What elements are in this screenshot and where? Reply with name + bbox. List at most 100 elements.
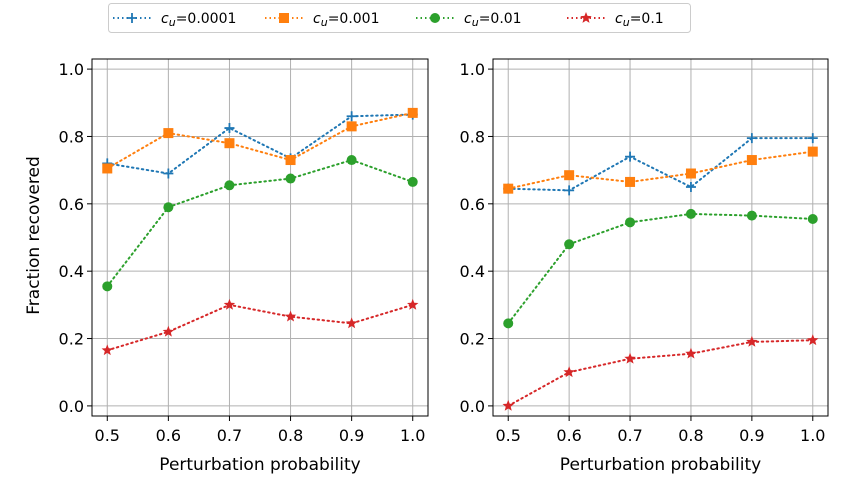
data-point (101, 344, 113, 356)
series-square (102, 107, 418, 174)
data-point (624, 352, 636, 364)
series-plus (102, 109, 418, 179)
x-tick-label: 1.0 (800, 426, 825, 445)
data-point (685, 181, 696, 192)
data-point (162, 325, 175, 337)
data-point (284, 310, 297, 322)
data-point (685, 208, 696, 219)
data-point (163, 128, 174, 139)
y-tick-label: 0.8 (460, 127, 485, 146)
panel-right: 0.0 0.2 0.4 0.6 0.8 1.0 0.5 0.6 0.7 0.8 0.9 1.0 Pert… (460, 58, 829, 475)
x-tick-label: 1.0 (400, 426, 425, 445)
series-line (106, 303, 414, 352)
data-point (685, 347, 697, 359)
x-tick-label: 0.7 (217, 426, 242, 445)
data-point (224, 123, 235, 134)
series-star (502, 334, 819, 411)
legend-marker (127, 13, 137, 23)
data-point (564, 185, 575, 196)
series-line (507, 150, 814, 190)
data-point (224, 180, 235, 191)
legend-entry: cu=0.1 (567, 11, 664, 29)
series-circle (503, 208, 818, 329)
legend-entry: cu=0.01 (416, 11, 522, 29)
data-point (224, 138, 235, 149)
legend: cu=0.0001 cu=0.001 cu=0.01 cu=0.1 (108, 3, 691, 33)
data-point (503, 318, 514, 329)
legend-marker (580, 12, 592, 23)
data-point (503, 183, 514, 194)
panel-left: 0.0 0.2 0.4 0.6 0.8 1.0 0.5 0.6 0.7 0.8 0.9 1.0 Pert… (24, 58, 429, 475)
x-tick-label: 0.5 (496, 426, 521, 445)
legend-frame (108, 3, 691, 33)
plot-frame (91, 58, 429, 417)
y-axis-label: Fraction recovered (24, 156, 44, 314)
data-point (563, 366, 575, 378)
series-line (106, 113, 414, 175)
data-point (163, 202, 174, 213)
x-tick-label: 0.9 (739, 426, 764, 445)
legend-entry: cu=0.001 (265, 11, 380, 29)
x-axis-label: Perturbation probability (159, 455, 360, 475)
series-star (101, 298, 419, 356)
series-line (106, 111, 414, 170)
data-point (564, 170, 575, 181)
series-line (507, 137, 814, 192)
legend-label: cu=0.1 (615, 11, 664, 29)
x-tick-label: 0.8 (678, 426, 703, 445)
series-square (503, 146, 818, 194)
data-point (746, 335, 758, 347)
legend-entry: cu=0.0001 (113, 11, 236, 29)
data-point (346, 121, 357, 132)
data-point (807, 213, 818, 224)
data-point (807, 334, 819, 346)
y-tick-label: 0.6 (460, 195, 485, 214)
x-tick-label: 0.8 (278, 426, 303, 445)
x-tick-label: 0.5 (95, 426, 120, 445)
y-tick-label: 0.0 (59, 397, 84, 416)
y-tick-label: 0.4 (59, 262, 84, 281)
data-point (285, 173, 296, 184)
data-point (407, 107, 418, 118)
data-point (625, 176, 636, 187)
legend-label: cu=0.0001 (161, 11, 236, 29)
data-point (223, 298, 236, 310)
data-point (346, 111, 357, 122)
legend-label: cu=0.01 (464, 11, 522, 29)
data-point (807, 146, 818, 157)
y-tick-label: 0.4 (460, 262, 485, 281)
x-tick-label: 0.6 (156, 426, 181, 445)
data-point (746, 155, 757, 166)
legend-label: cu=0.001 (313, 11, 380, 29)
data-point (746, 210, 757, 221)
data-point (746, 133, 757, 144)
series-line (507, 339, 814, 407)
y-tick-label: 1.0 (460, 60, 485, 79)
data-point (685, 168, 696, 179)
data-point (102, 163, 113, 174)
x-axis-label: Perturbation probability (560, 455, 761, 475)
data-point (407, 176, 418, 187)
data-point (345, 317, 358, 329)
x-tick-label: 0.7 (617, 426, 642, 445)
x-tick-label: 0.9 (339, 426, 364, 445)
data-point (807, 133, 818, 144)
data-point (502, 399, 514, 411)
y-tick-label: 0.8 (59, 127, 84, 146)
legend-marker (279, 13, 289, 23)
y-tick-label: 0.2 (460, 330, 485, 349)
series-line (507, 212, 814, 325)
y-tick-label: 0.6 (59, 195, 84, 214)
series-line (106, 158, 414, 288)
series-circle (102, 155, 418, 292)
plot-frame (492, 58, 829, 417)
data-point (102, 281, 113, 292)
y-tick-label: 0.2 (59, 330, 84, 349)
data-point (625, 217, 636, 228)
data-point (407, 298, 419, 310)
data-point (346, 155, 357, 166)
y-tick-label: 1.0 (59, 60, 84, 79)
series-plus (503, 133, 818, 196)
y-tick-label: 0.0 (460, 397, 485, 416)
